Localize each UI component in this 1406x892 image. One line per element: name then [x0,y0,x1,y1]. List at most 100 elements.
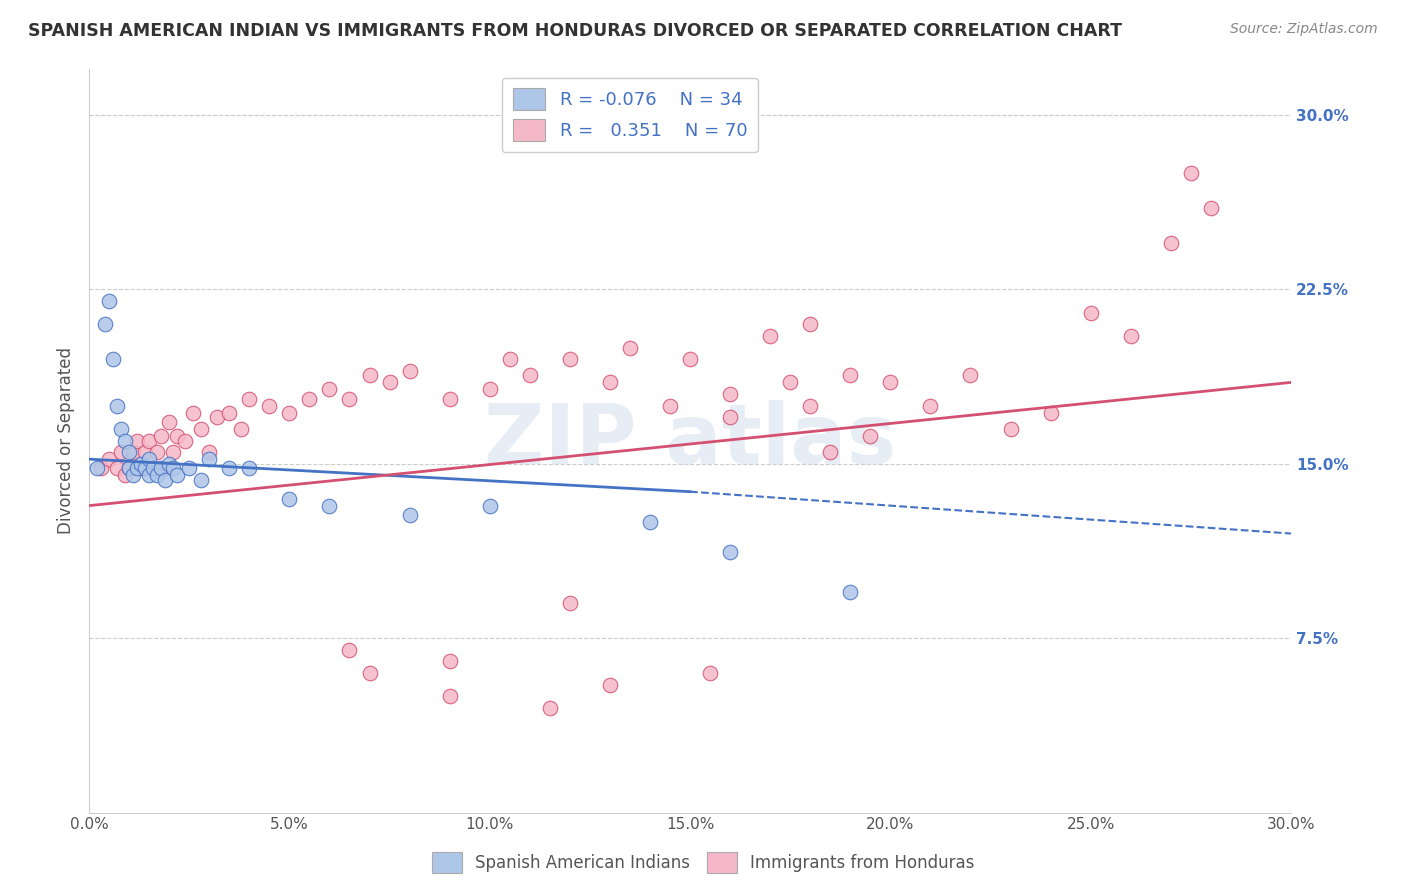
Point [398,364,420,378]
Point [138,468,160,483]
Point [129,461,152,475]
Point [198,445,221,459]
Point [439,392,461,406]
Point [278,491,301,506]
Point [162,461,184,475]
Point [118,461,141,475]
Point [1180,166,1202,180]
Point [759,329,782,343]
Point [718,545,741,559]
Point [718,387,741,401]
Point [181,406,204,420]
Text: ZIP atlas: ZIP atlas [484,400,896,481]
Text: SPANISH AMERICAN INDIAN VS IMMIGRANTS FROM HONDURAS DIVORCED OR SEPARATED CORREL: SPANISH AMERICAN INDIAN VS IMMIGRANTS FR… [28,22,1122,40]
Point [278,406,301,420]
Point [238,461,260,475]
Text: Source: ZipAtlas.com: Source: ZipAtlas.com [1230,22,1378,37]
Point [398,508,420,522]
Point [1080,306,1102,320]
Point [90,461,112,475]
Point [359,368,381,383]
Point [259,399,281,413]
Point [558,596,581,610]
Point [122,468,145,483]
Point [150,429,173,443]
Point [129,457,152,471]
Point [114,434,136,448]
Point [98,293,121,308]
Point [699,666,721,681]
Point [599,678,621,692]
Point [799,399,821,413]
Point [1000,422,1022,436]
Point [118,445,141,459]
Point [818,445,841,459]
Point [190,473,212,487]
Point [101,352,124,367]
Point [478,383,501,397]
Point [339,392,361,406]
Point [558,352,581,367]
Point [859,429,882,443]
Point [839,368,862,383]
Point [166,429,188,443]
Point [114,468,136,483]
Point [298,392,321,406]
Point [439,654,461,668]
Point [959,368,981,383]
Point [94,318,117,332]
Point [98,452,121,467]
Point [122,445,145,459]
Point [439,690,461,704]
Point [318,383,340,397]
Point [779,376,801,390]
Point [1160,235,1182,250]
Point [1119,329,1142,343]
Y-axis label: Divorced or Separated: Divorced or Separated [58,347,75,534]
Point [478,499,501,513]
Point [679,352,702,367]
Point [138,434,160,448]
Point [110,422,132,436]
Point [378,376,401,390]
Point [920,399,942,413]
Point [146,445,169,459]
Point [157,457,180,471]
Point [359,666,381,681]
Point [231,422,253,436]
Point [318,499,340,513]
Point [659,399,682,413]
Point [174,434,197,448]
Point [198,452,221,467]
Point [150,461,173,475]
Point [207,410,229,425]
Point [86,461,108,475]
Point [134,445,156,459]
Point [718,410,741,425]
Point [179,461,201,475]
Point [839,584,862,599]
Point [105,461,128,475]
Point [190,422,212,436]
Point [499,352,522,367]
Point [146,468,169,483]
Point [339,642,361,657]
Point [142,461,165,475]
Point [1039,406,1062,420]
Point [619,341,641,355]
Point [538,701,561,715]
Point [638,515,661,529]
Point [157,415,180,429]
Point [127,461,149,475]
Point [599,376,621,390]
Point [153,473,176,487]
Point [218,406,240,420]
Point [238,392,260,406]
Point [134,461,156,475]
Point [127,434,149,448]
Point [166,468,188,483]
Legend: R = -0.076    N = 34, R =   0.351    N = 70: R = -0.076 N = 34, R = 0.351 N = 70 [502,78,758,153]
Point [879,376,901,390]
Point [142,461,165,475]
Point [162,445,184,459]
